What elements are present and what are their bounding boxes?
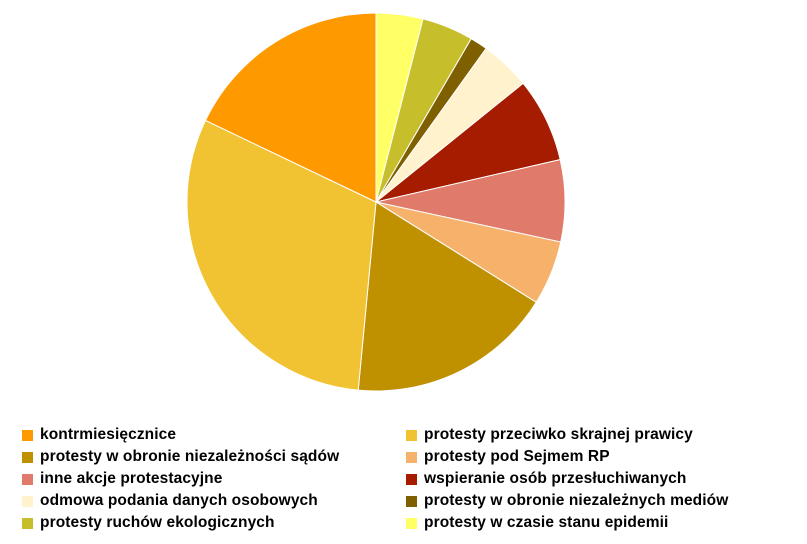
legend-swatch: [22, 451, 33, 463]
legend-label: protesty w obronie niezależności sądów: [40, 448, 340, 465]
legend-swatch: [22, 495, 33, 507]
legend-label: kontrmiesięcznice: [40, 426, 177, 443]
legend-item: kontrmiesięcznice: [22, 426, 176, 444]
pie-slice-7: [357, 201, 537, 392]
legend-item: protesty w obronie niezależności sądów: [22, 448, 339, 466]
legend-label: wspieranie osób przesłuchiwanych: [424, 470, 687, 487]
legend-item: wspieranie osób przesłuchiwanych: [406, 470, 686, 488]
legend-swatch: [22, 429, 33, 441]
legend-swatch: [406, 495, 417, 507]
legend-swatch: [406, 517, 417, 529]
legend-item: inne akcje protestacyjne: [22, 470, 222, 488]
legend-item: protesty pod Sejmem RP: [406, 448, 610, 466]
legend-item: protesty przeciwko skrajnej prawicy: [406, 426, 693, 444]
legend-label: odmowa podania danych osobowych: [40, 492, 318, 509]
pie-slice-8: [186, 119, 377, 391]
legend-label: protesty przeciwko skrajnej prawicy: [424, 426, 693, 443]
legend-label: protesty w obronie niezależnych mediów: [424, 492, 729, 509]
legend-swatch: [406, 451, 417, 463]
legend-item: odmowa podania danych osobowych: [22, 492, 318, 510]
pie-chart: [186, 12, 566, 392]
legend-swatch: [406, 429, 417, 441]
legend-swatch: [22, 473, 33, 485]
legend-label: protesty w czasie stanu epidemii: [424, 514, 669, 531]
legend-item: protesty w czasie stanu epidemii: [406, 514, 668, 532]
legend-swatch: [406, 473, 417, 485]
pie-slice-9: [204, 12, 377, 203]
legend-item: protesty w obronie niezależnych mediów: [406, 492, 728, 510]
legend-swatch: [22, 517, 33, 529]
legend-item: protesty ruchów ekologicznych: [22, 514, 275, 532]
legend-label: protesty ruchów ekologicznych: [40, 514, 275, 531]
legend-label: inne akcje protestacyjne: [40, 470, 223, 487]
legend-label: protesty pod Sejmem RP: [424, 448, 610, 465]
